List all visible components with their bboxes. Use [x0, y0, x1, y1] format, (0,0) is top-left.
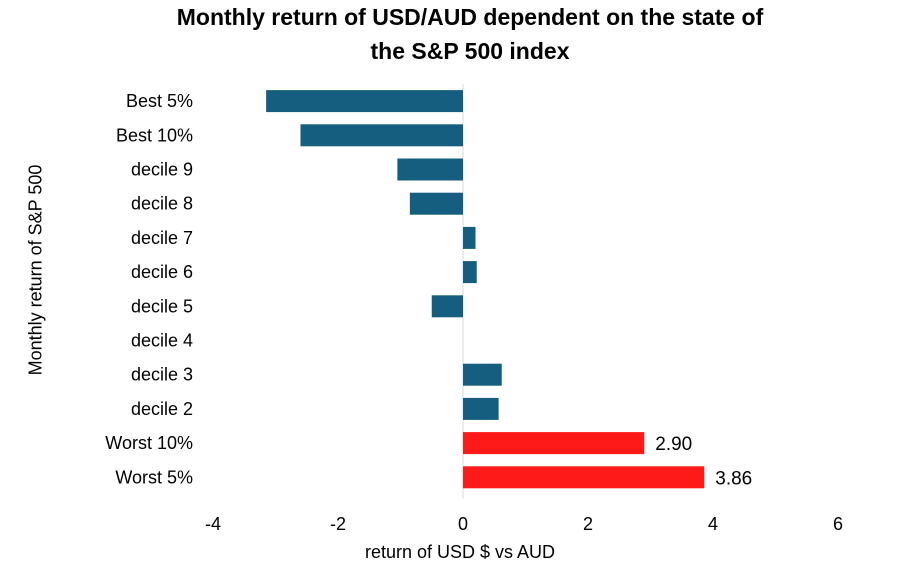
chart-title-line-1: Monthly return of USD/AUD dependent on t…: [176, 4, 764, 30]
x-tick-label: 6: [833, 514, 843, 534]
category-label: decile 9: [131, 160, 193, 180]
bar: [463, 261, 477, 284]
chart-title-line-2: the S&P 500 index: [370, 38, 570, 64]
category-label: decile 4: [131, 331, 193, 351]
category-label: decile 2: [131, 399, 193, 419]
category-label: decile 6: [131, 262, 193, 282]
bar: [463, 432, 645, 455]
bar: [397, 158, 463, 181]
bar: [300, 124, 463, 147]
x-tick-label: 4: [708, 514, 718, 534]
category-label: decile 7: [131, 228, 193, 248]
category-label: decile 8: [131, 194, 193, 214]
x-tick-label: 0: [458, 514, 468, 534]
category-label: decile 5: [131, 296, 193, 316]
data-label: 3.86: [715, 468, 752, 489]
x-tick-label: -4: [205, 514, 221, 534]
x-tick-label: 2: [583, 514, 593, 534]
category-label: Worst 10%: [105, 433, 193, 453]
category-label: Best 5%: [126, 91, 193, 111]
bar: [266, 90, 463, 113]
category-label: Best 10%: [116, 125, 193, 145]
x-tick-label: -2: [330, 514, 346, 534]
category-label: decile 3: [131, 365, 193, 385]
x-axis-label: return of USD $ vs AUD: [364, 542, 556, 562]
bar: [431, 295, 463, 318]
bar: [463, 466, 705, 489]
bar: [463, 363, 502, 386]
data-label: 2.90: [655, 434, 692, 455]
bar: [463, 397, 499, 420]
category-label: Worst 5%: [115, 467, 193, 487]
bar: [409, 192, 463, 215]
bar: [463, 226, 476, 249]
